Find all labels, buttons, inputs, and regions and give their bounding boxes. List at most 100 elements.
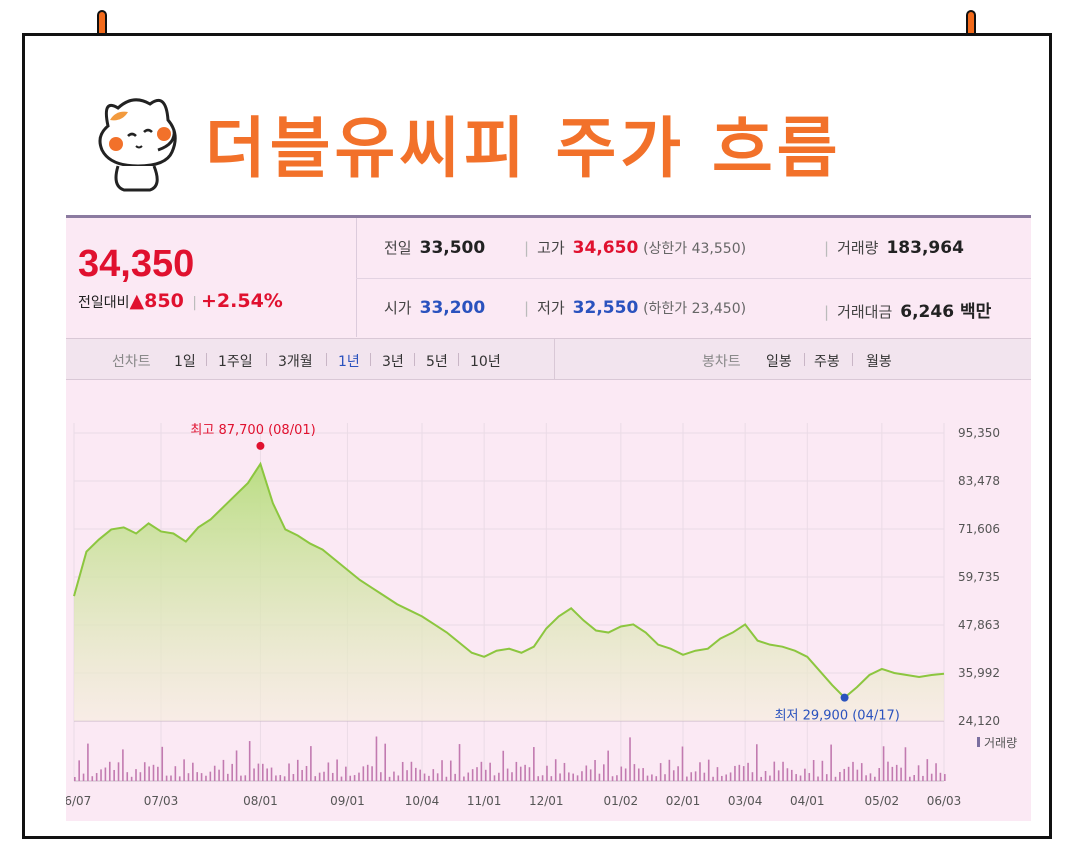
volume-bar: [227, 773, 229, 781]
volume-bar: [388, 776, 391, 781]
tab-weekly[interactable]: 주봉: [814, 354, 840, 370]
volume-bar: [428, 775, 430, 781]
volume-bar: [340, 776, 343, 781]
volume-bar: [113, 769, 115, 781]
x-tick-label: 03/04: [728, 794, 763, 808]
price-line: [73, 461, 945, 699]
volume-bar: [270, 767, 273, 781]
volume-bar: [860, 763, 863, 781]
volume-bar: [362, 766, 365, 781]
volume-bar: [909, 776, 911, 781]
volume-bar: [463, 776, 465, 781]
volume-bar: [292, 774, 295, 781]
volume-bar: [253, 768, 255, 781]
tab-1d[interactable]: 1일: [174, 354, 196, 370]
tab-3y[interactable]: 3년: [382, 354, 404, 370]
tab-divider: [554, 339, 555, 379]
volume-bar: [82, 773, 85, 781]
tab-monthly[interactable]: 월봉: [866, 354, 892, 370]
volume-bar: [104, 767, 107, 781]
volume-bar: [279, 775, 282, 781]
volume-bar: [895, 764, 898, 781]
volume-bar: [410, 761, 413, 781]
volume-bar: [117, 762, 120, 781]
day-low: | 저가 32,550 (하한가 23,450): [524, 298, 747, 318]
tab-daily[interactable]: 일봉: [766, 354, 792, 370]
x-tick-label: 06/03: [927, 794, 962, 808]
y-tick-label: 35,992: [958, 666, 1000, 680]
x-tick-label: 01/02: [604, 794, 639, 808]
volume-bar: [922, 775, 924, 781]
volume-bar: [786, 768, 789, 781]
volume-bar: [887, 761, 889, 781]
volume-bar: [616, 775, 618, 781]
y-tick-label: 71,606: [958, 522, 1000, 536]
volume-bar: [633, 764, 636, 781]
volume-bar: [821, 760, 824, 781]
volume-bar: [568, 772, 570, 781]
volume-bar: [825, 774, 828, 781]
price-chart: 95,350 83,478 71,606 59,735 47,863 35,992 24,1…: [66, 423, 1017, 808]
volume-bar: [257, 763, 260, 781]
volume-bar: [729, 772, 732, 781]
volume-bar: [353, 775, 356, 781]
volume-bar: [235, 750, 238, 781]
volume-bar: [760, 776, 762, 781]
y-tick-label: 83,478: [958, 474, 1000, 488]
current-price: 34,350: [78, 243, 195, 285]
volume-bar: [541, 775, 544, 781]
volume-bar: [686, 776, 688, 781]
volume-bar: [939, 772, 942, 781]
tab-1w[interactable]: 1주일: [218, 354, 253, 370]
volume-bar: [869, 773, 872, 781]
volume-bar: [742, 766, 745, 781]
volume-bar: [659, 763, 662, 781]
volume-bar: [944, 774, 946, 781]
volume-bar: [515, 761, 518, 781]
volume-bar: [581, 771, 583, 781]
volume-bar: [174, 766, 177, 781]
volume-bar: [209, 771, 212, 781]
volume-legend-label: 거래량: [984, 736, 1017, 750]
volume-bar: [655, 776, 658, 781]
volume-bar: [296, 759, 299, 781]
volume-bar: [135, 769, 137, 781]
volume-bar: [100, 769, 102, 781]
tab-5y[interactable]: 5년: [426, 354, 448, 370]
volume-bar: [756, 744, 758, 781]
volume-bar: [602, 764, 605, 781]
volume-bar: [651, 774, 653, 781]
volume-bar: [200, 773, 203, 781]
volume-bar: [288, 763, 290, 781]
tab-3m[interactable]: 3개월: [278, 354, 313, 370]
volume-bar: [917, 765, 920, 781]
volume-bar: [384, 743, 387, 781]
volume-bar: [563, 762, 566, 781]
volume-bar: [248, 741, 251, 781]
volume-bar: [935, 763, 937, 781]
volume-bar: [498, 772, 500, 781]
volume-bar: [773, 761, 776, 781]
line-chart-label: 선차트: [112, 354, 151, 370]
volume-bar: [716, 767, 719, 781]
volume-bar: [371, 766, 373, 781]
volume-bar: [629, 737, 631, 781]
tab-1y[interactable]: 1년: [338, 354, 360, 370]
volume-bar: [432, 769, 435, 781]
volume-bar: [91, 776, 94, 781]
tab-10y[interactable]: 10년: [470, 354, 501, 370]
y-tick-label: 95,350: [958, 426, 1000, 440]
volume-bar: [358, 772, 360, 781]
high-annotation: 최고 87,700 (08/01): [190, 423, 315, 438]
volume-bar: [375, 736, 378, 781]
volume-bar: [349, 775, 352, 781]
volume-bar: [366, 764, 369, 781]
volume-bar: [777, 770, 780, 781]
volume-bar: [594, 760, 596, 781]
volume-bar: [817, 776, 819, 781]
volume-bar: [637, 768, 640, 781]
x-tick-label: 09/01: [330, 794, 365, 808]
volume-bar: [139, 772, 142, 781]
volume-bar: [891, 766, 894, 781]
volume-bar: [725, 774, 728, 781]
